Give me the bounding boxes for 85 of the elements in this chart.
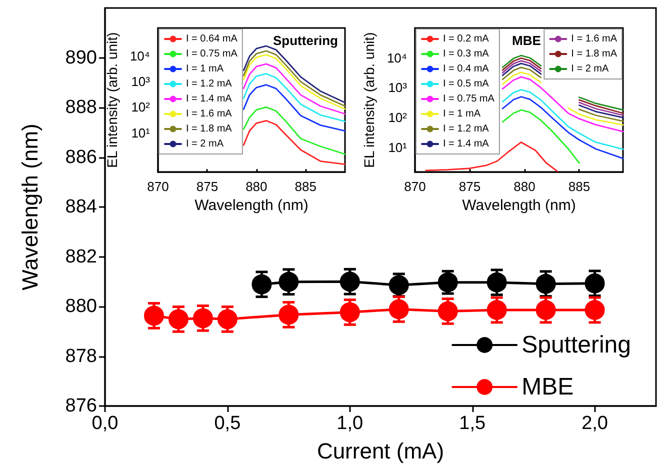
point bbox=[536, 300, 556, 320]
x-tick-label: 875 bbox=[458, 179, 481, 194]
legend-label: I = 1.6 mA bbox=[186, 108, 232, 120]
point bbox=[388, 275, 409, 296]
line-series bbox=[242, 120, 346, 166]
y-tick-label: 878 bbox=[65, 346, 97, 367]
y-tick-label: 888 bbox=[65, 97, 97, 118]
line-series bbox=[502, 89, 624, 150]
y-tick-label: 880 bbox=[65, 296, 97, 317]
line-series bbox=[242, 106, 346, 155]
point bbox=[438, 301, 458, 322]
point bbox=[438, 272, 458, 292]
legend-label: I = 0.75 mA bbox=[186, 48, 238, 60]
point bbox=[192, 308, 213, 328]
y-tick-label: 886 bbox=[65, 146, 97, 168]
y-tick-label: 10³ bbox=[388, 80, 408, 96]
legend-label: I = 0.5 mA bbox=[443, 78, 490, 90]
x-axis-title: Wavelength (nm) bbox=[194, 197, 308, 214]
x-tick-label: 885 bbox=[294, 179, 316, 194]
y-axis-title: EL intensity (arb. unit) bbox=[361, 32, 378, 168]
line-series bbox=[242, 84, 346, 132]
legend-label: I = 0.64 mA bbox=[186, 34, 238, 44]
line-series bbox=[242, 63, 346, 115]
line-series bbox=[502, 96, 624, 160]
chart-title: Sputtering bbox=[273, 33, 338, 48]
y-tick-label: 10¹ bbox=[131, 125, 151, 140]
legend-label: I = 1.4 mA bbox=[186, 94, 232, 104]
legend-label: Sputtering bbox=[522, 332, 631, 358]
line-series bbox=[425, 142, 558, 172]
x-tick-label: 0,5 bbox=[214, 413, 241, 434]
x-tick-label: 1,5 bbox=[459, 413, 486, 434]
x-tick-label: 885 bbox=[568, 179, 590, 194]
legend-label: I = 1.6 mA bbox=[571, 34, 618, 44]
legend-label: I = 1.2 mA bbox=[443, 124, 490, 134]
chart-title: MBE bbox=[512, 33, 542, 48]
y-tick-label: 890 bbox=[65, 47, 97, 68]
point bbox=[388, 299, 409, 320]
point bbox=[278, 272, 299, 292]
y-tick-label: 10¹ bbox=[388, 140, 408, 155]
legend-label: I = 2 mA bbox=[571, 64, 609, 74]
legend-label: I = 1.4 mA bbox=[443, 138, 490, 150]
y-tick-label: 10⁴ bbox=[386, 50, 407, 66]
legend-label: MBE bbox=[522, 374, 574, 400]
point bbox=[584, 273, 605, 294]
point bbox=[168, 309, 188, 330]
point bbox=[486, 300, 507, 320]
legend-label: I = 2 mA bbox=[186, 138, 224, 150]
line-series bbox=[242, 73, 346, 122]
point bbox=[217, 309, 238, 330]
legend-label: I = 0.75 mA bbox=[443, 94, 495, 104]
point bbox=[252, 274, 272, 294]
y-tick-label: 10² bbox=[131, 100, 151, 115]
line-series bbox=[502, 109, 580, 164]
legend-label: I = 0.4 mA bbox=[443, 64, 490, 74]
point bbox=[340, 302, 360, 322]
point bbox=[536, 274, 556, 294]
legend-label: I = 0.2 mA bbox=[443, 34, 490, 44]
point bbox=[340, 272, 360, 292]
point bbox=[584, 300, 605, 320]
legend-label: I = 1.2 mA bbox=[186, 78, 232, 90]
y-tick-label: 10² bbox=[388, 110, 408, 126]
legend-label: I = 1.8 mA bbox=[571, 48, 618, 60]
x-tick-label: 1,0 bbox=[336, 413, 364, 434]
y-axis-title: Wavelength (nm) bbox=[18, 124, 42, 290]
point bbox=[278, 304, 299, 325]
y-tick-label: 882 bbox=[65, 246, 97, 268]
line-series bbox=[502, 76, 624, 132]
y-tick-label: 10⁴ bbox=[130, 48, 150, 64]
legend-label: I = 0.3 mA bbox=[443, 48, 490, 60]
point bbox=[144, 306, 164, 326]
y-tick-label: 884 bbox=[65, 196, 98, 218]
x-tick-label: 2,0 bbox=[582, 413, 608, 434]
y-axis-title: EL intensity (arb. unit) bbox=[104, 32, 120, 168]
x-tick-label: 875 bbox=[196, 179, 218, 194]
x-axis-title: Current (mA) bbox=[316, 438, 444, 464]
point bbox=[486, 272, 507, 292]
y-tick-label: 10³ bbox=[131, 74, 151, 89]
x-tick-label: 870 bbox=[147, 179, 169, 194]
x-tick-label: 870 bbox=[404, 179, 426, 194]
x-tick-label: 880 bbox=[246, 179, 268, 194]
x-axis-title: Wavelength (nm) bbox=[462, 197, 576, 214]
legend-label: I = 1.8 mA bbox=[186, 124, 232, 134]
legend-label: I = 1 mA bbox=[186, 64, 224, 74]
x-tick-label: 880 bbox=[514, 179, 536, 194]
legend-label: I = 1 mA bbox=[443, 108, 481, 120]
